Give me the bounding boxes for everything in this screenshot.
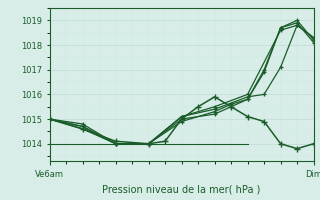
X-axis label: Pression niveau de la mer( hPa ): Pression niveau de la mer( hPa ): [102, 185, 261, 195]
